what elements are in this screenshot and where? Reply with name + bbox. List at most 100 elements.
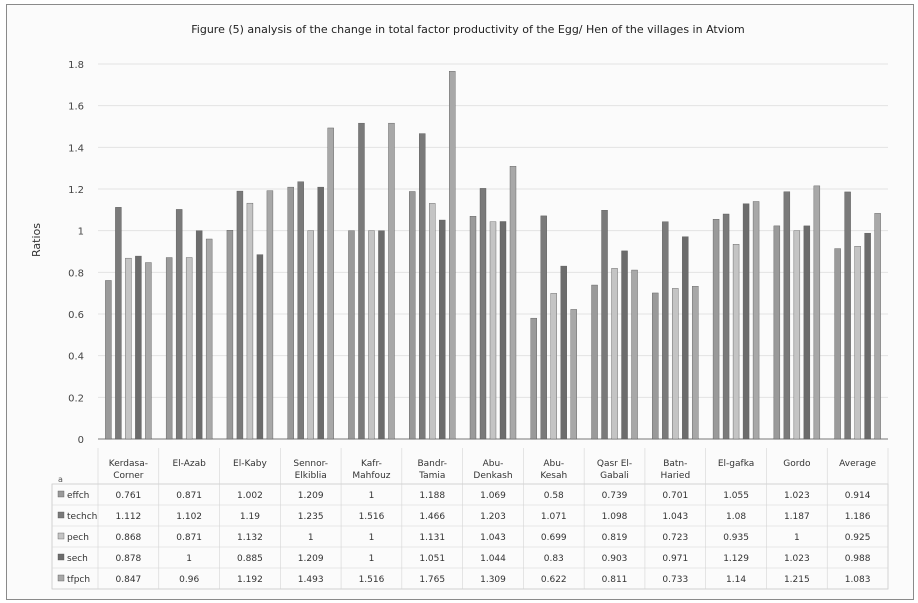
- bar-techch: [783, 191, 791, 440]
- bar-sech: [621, 250, 628, 440]
- bar-effch: [226, 230, 234, 440]
- bar-techch: [722, 213, 730, 440]
- bar-tfpch: [266, 190, 274, 440]
- bar-sech: [682, 236, 689, 440]
- bar-pech: [732, 244, 740, 440]
- legend-label-pech: pech: [67, 533, 89, 543]
- legend-swatch-tfpch: [57, 574, 65, 582]
- table-cell: 0.83: [544, 554, 564, 564]
- table-cell: 1.023: [784, 491, 810, 501]
- bar-sech: [317, 186, 324, 440]
- y-tick-label: 1.6: [68, 102, 84, 113]
- bar-tfpch: [570, 309, 577, 440]
- bar-techch: [297, 181, 304, 440]
- bar-tfpch: [145, 262, 152, 440]
- table-cell: 0.868: [116, 533, 142, 543]
- bar-effch: [652, 292, 659, 440]
- table-cell: 1.112: [116, 512, 142, 522]
- bars: [105, 71, 881, 440]
- table-cell: 1: [308, 533, 314, 543]
- table-cell: 1.466: [419, 512, 445, 522]
- table-cell: 0.871: [176, 491, 202, 501]
- table-cell: 0.971: [662, 554, 688, 564]
- bar-techch: [844, 191, 851, 440]
- category-label: Kerdasa-: [109, 459, 148, 469]
- table-cell: 1.055: [723, 491, 749, 501]
- bar-sech: [864, 232, 871, 440]
- bar-sech: [742, 203, 750, 440]
- bar-techch: [479, 188, 487, 440]
- category-label: Qasr El-: [597, 459, 632, 469]
- table-cell: 0.914: [845, 491, 871, 501]
- table-cell: 0.622: [541, 575, 567, 585]
- bar-techch: [175, 209, 183, 440]
- table-cell: 0.847: [116, 575, 142, 585]
- category-label: El-gafka: [718, 459, 754, 469]
- table-cell: 1.051: [419, 554, 445, 564]
- bar-effch: [834, 248, 841, 440]
- table-cell: 1.129: [723, 554, 749, 564]
- table-cell: 0.96: [179, 575, 199, 585]
- category-label: Batn-: [663, 459, 687, 469]
- bar-pech: [489, 221, 497, 440]
- bar-effch: [469, 216, 477, 440]
- category-label: El-Azab: [172, 459, 206, 469]
- bar-effch: [287, 186, 294, 440]
- table-cell: 1.203: [480, 512, 506, 522]
- legend-label-effch: effch: [67, 491, 89, 501]
- bar-tfpch: [874, 213, 881, 440]
- bar-pech: [672, 288, 679, 440]
- table-cell: 1.19: [240, 512, 260, 522]
- table-cell: 0.885: [237, 554, 263, 564]
- table-cell: 1.083: [845, 575, 871, 585]
- category-label: Gordo: [783, 459, 811, 469]
- legend-label-tfpch: tfpch: [67, 575, 90, 585]
- category-label: Corner: [113, 471, 144, 481]
- category-label: Tamia: [418, 471, 445, 481]
- table-cell: 1.209: [298, 491, 324, 501]
- table-cell: 1.186: [845, 512, 871, 522]
- table-cell: 1.043: [662, 512, 688, 522]
- table-cell: 0.988: [845, 554, 871, 564]
- bar-effch: [530, 317, 537, 440]
- bar-techch: [540, 215, 547, 440]
- bar-techch: [601, 210, 608, 440]
- bar-pech: [550, 293, 557, 440]
- y-tick-label: 1.2: [68, 185, 84, 196]
- table-cell: 1.309: [480, 575, 506, 585]
- table-cell: 1.044: [480, 554, 506, 564]
- bar-tfpch: [813, 185, 821, 440]
- table-cell: 1.043: [480, 533, 506, 543]
- legend-swatch-sech: [57, 553, 65, 561]
- table-cell: 1.215: [784, 575, 810, 585]
- category-label: Abu-: [543, 459, 564, 469]
- table-cell: 0.723: [662, 533, 688, 543]
- category-label: Elkiblia: [295, 471, 327, 481]
- bar-effch: [348, 230, 355, 440]
- bar-techch: [662, 221, 669, 440]
- table-cell: 1.188: [419, 491, 445, 501]
- bar-sech: [256, 254, 264, 440]
- category-label: Denkash: [473, 471, 512, 481]
- bar-sech: [135, 255, 142, 440]
- category-label: Kafr-: [361, 459, 382, 469]
- chart-frame: [6, 4, 914, 600]
- table-cell: 0.701: [662, 491, 688, 501]
- table-cell: 0.903: [602, 554, 628, 564]
- bar-pech: [185, 257, 193, 440]
- category-label: Gabali: [600, 471, 629, 481]
- bar-techch: [358, 122, 365, 440]
- bar-effch: [105, 280, 112, 440]
- bar-techch: [115, 207, 122, 440]
- table-cell: 0.871: [176, 533, 202, 543]
- bar-sech: [439, 219, 446, 440]
- y-axis-ticks: 0 0.2 0.4 0.6 0.8 1 1.2 1.4 1.6 1.8: [68, 60, 84, 446]
- bar-tfpch: [205, 238, 213, 440]
- bar-effch: [712, 219, 720, 440]
- table-cell: 1.098: [602, 512, 628, 522]
- table-cell: 1.132: [237, 533, 263, 543]
- table-cell: 1.002: [237, 491, 263, 501]
- table-cell: 0.811: [602, 575, 628, 585]
- y-tick-label: 0.4: [68, 352, 84, 363]
